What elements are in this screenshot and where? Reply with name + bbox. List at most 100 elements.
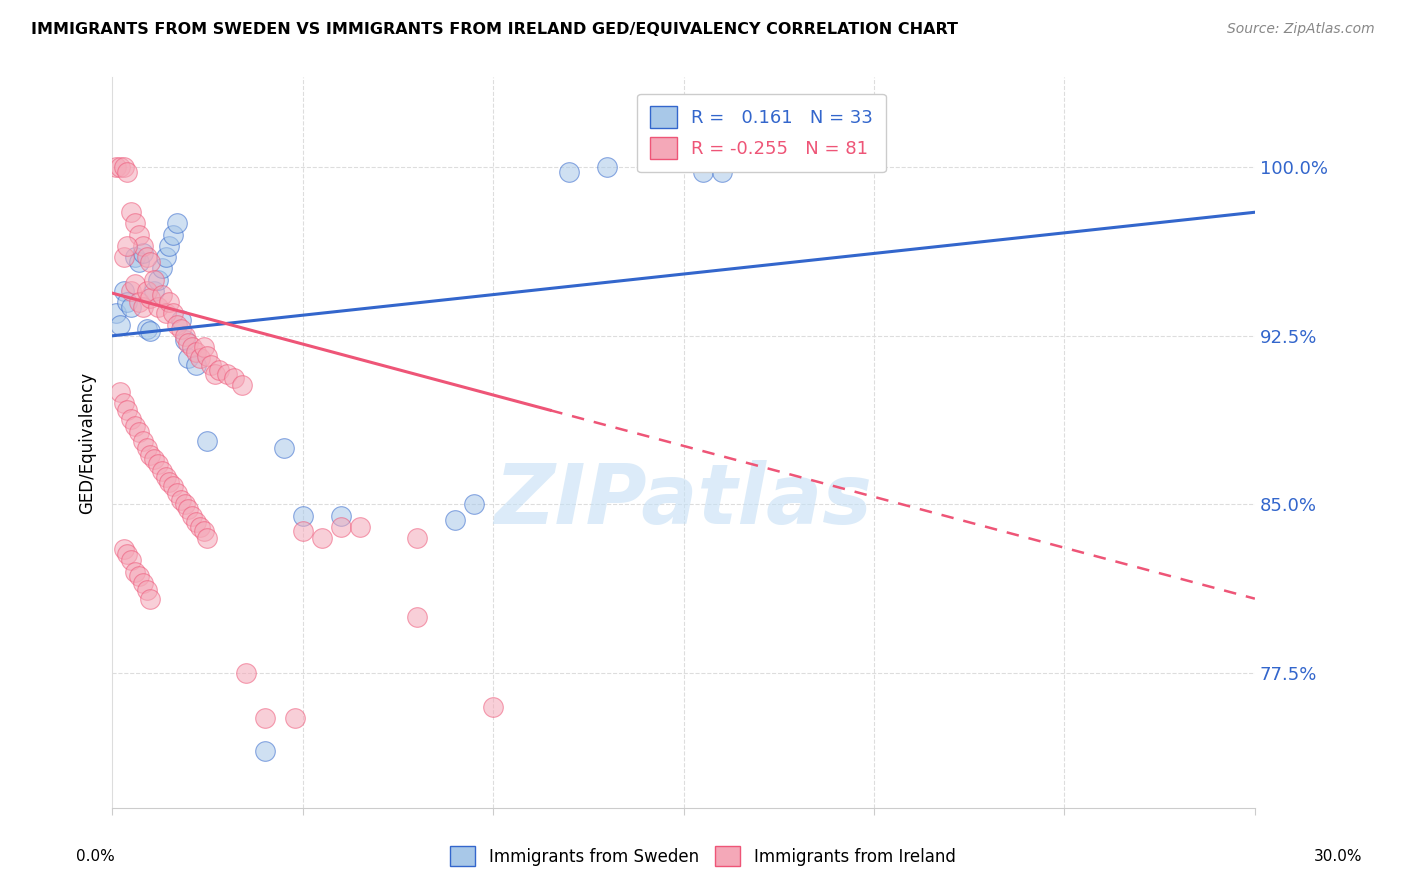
Point — [170, 492, 193, 507]
Point — [146, 457, 169, 471]
Point — [124, 565, 146, 579]
Point — [329, 520, 352, 534]
Point — [291, 508, 314, 523]
Point — [166, 318, 188, 332]
Text: IMMIGRANTS FROM SWEDEN VS IMMIGRANTS FROM IRELAND GED/EQUIVALENCY CORRELATION CH: IMMIGRANTS FROM SWEDEN VS IMMIGRANTS FRO… — [31, 22, 957, 37]
Point — [135, 250, 157, 264]
Point — [112, 161, 135, 175]
Point — [157, 295, 180, 310]
Text: ZIPatlas: ZIPatlas — [495, 460, 873, 541]
Point — [184, 344, 207, 359]
Point — [184, 358, 207, 372]
Point — [200, 358, 222, 372]
Point — [235, 665, 257, 680]
Point — [120, 412, 142, 426]
Point — [108, 161, 131, 175]
Point — [139, 291, 162, 305]
Point — [406, 609, 429, 624]
Point — [173, 328, 195, 343]
Point — [146, 273, 169, 287]
Point — [193, 340, 215, 354]
Point — [120, 284, 142, 298]
Point — [197, 434, 219, 449]
Point — [181, 340, 204, 354]
Point — [173, 334, 195, 348]
Point — [117, 547, 139, 561]
Point — [135, 582, 157, 597]
Point — [215, 367, 238, 381]
Point — [157, 475, 180, 489]
Point — [692, 165, 714, 179]
Point — [146, 300, 169, 314]
Point — [120, 553, 142, 567]
Point — [291, 524, 314, 539]
Point — [135, 322, 157, 336]
Y-axis label: GED/Equivalency: GED/Equivalency — [79, 371, 96, 514]
Point — [112, 396, 135, 410]
Point — [112, 542, 135, 557]
Point — [128, 425, 150, 440]
Point — [170, 322, 193, 336]
Point — [132, 576, 155, 591]
Point — [273, 441, 295, 455]
Point — [162, 227, 184, 242]
Point — [139, 254, 162, 268]
Point — [181, 508, 204, 523]
Point — [157, 239, 180, 253]
Point — [197, 349, 219, 363]
Text: 0.0%: 0.0% — [76, 849, 115, 864]
Point — [124, 217, 146, 231]
Legend: Immigrants from Sweden, Immigrants from Ireland: Immigrants from Sweden, Immigrants from … — [441, 838, 965, 875]
Point — [132, 245, 155, 260]
Point — [135, 441, 157, 455]
Point — [124, 277, 146, 292]
Point — [105, 306, 128, 320]
Point — [108, 384, 131, 399]
Point — [105, 161, 128, 175]
Point — [132, 239, 155, 253]
Point — [112, 284, 135, 298]
Point — [128, 227, 150, 242]
Point — [150, 261, 173, 276]
Point — [444, 513, 467, 527]
Point — [482, 699, 505, 714]
Point — [253, 711, 276, 725]
Point — [117, 403, 139, 417]
Point — [231, 378, 253, 392]
Point — [177, 335, 200, 350]
Text: Source: ZipAtlas.com: Source: ZipAtlas.com — [1227, 22, 1375, 37]
Point — [128, 254, 150, 268]
Point — [117, 239, 139, 253]
Point — [150, 288, 173, 302]
Point — [204, 367, 226, 381]
Point — [197, 531, 219, 545]
Point — [108, 318, 131, 332]
Point — [139, 591, 162, 606]
Point — [596, 161, 619, 175]
Point — [558, 165, 581, 179]
Point — [139, 448, 162, 462]
Point — [253, 744, 276, 758]
Point — [117, 165, 139, 179]
Point — [150, 464, 173, 478]
Point — [284, 711, 307, 725]
Point — [166, 486, 188, 500]
Point — [463, 497, 485, 511]
Point — [117, 295, 139, 310]
Point — [120, 300, 142, 314]
Point — [188, 520, 211, 534]
Point — [177, 351, 200, 366]
Point — [170, 313, 193, 327]
Point — [406, 531, 429, 545]
Point — [155, 470, 177, 484]
Point — [155, 306, 177, 320]
Point — [132, 300, 155, 314]
Legend: R =   0.161   N = 33, R = -0.255   N = 81: R = 0.161 N = 33, R = -0.255 N = 81 — [637, 94, 886, 172]
Point — [143, 284, 166, 298]
Point — [162, 479, 184, 493]
Point — [177, 501, 200, 516]
Point — [710, 165, 733, 179]
Point — [135, 284, 157, 298]
Point — [173, 497, 195, 511]
Point — [349, 520, 371, 534]
